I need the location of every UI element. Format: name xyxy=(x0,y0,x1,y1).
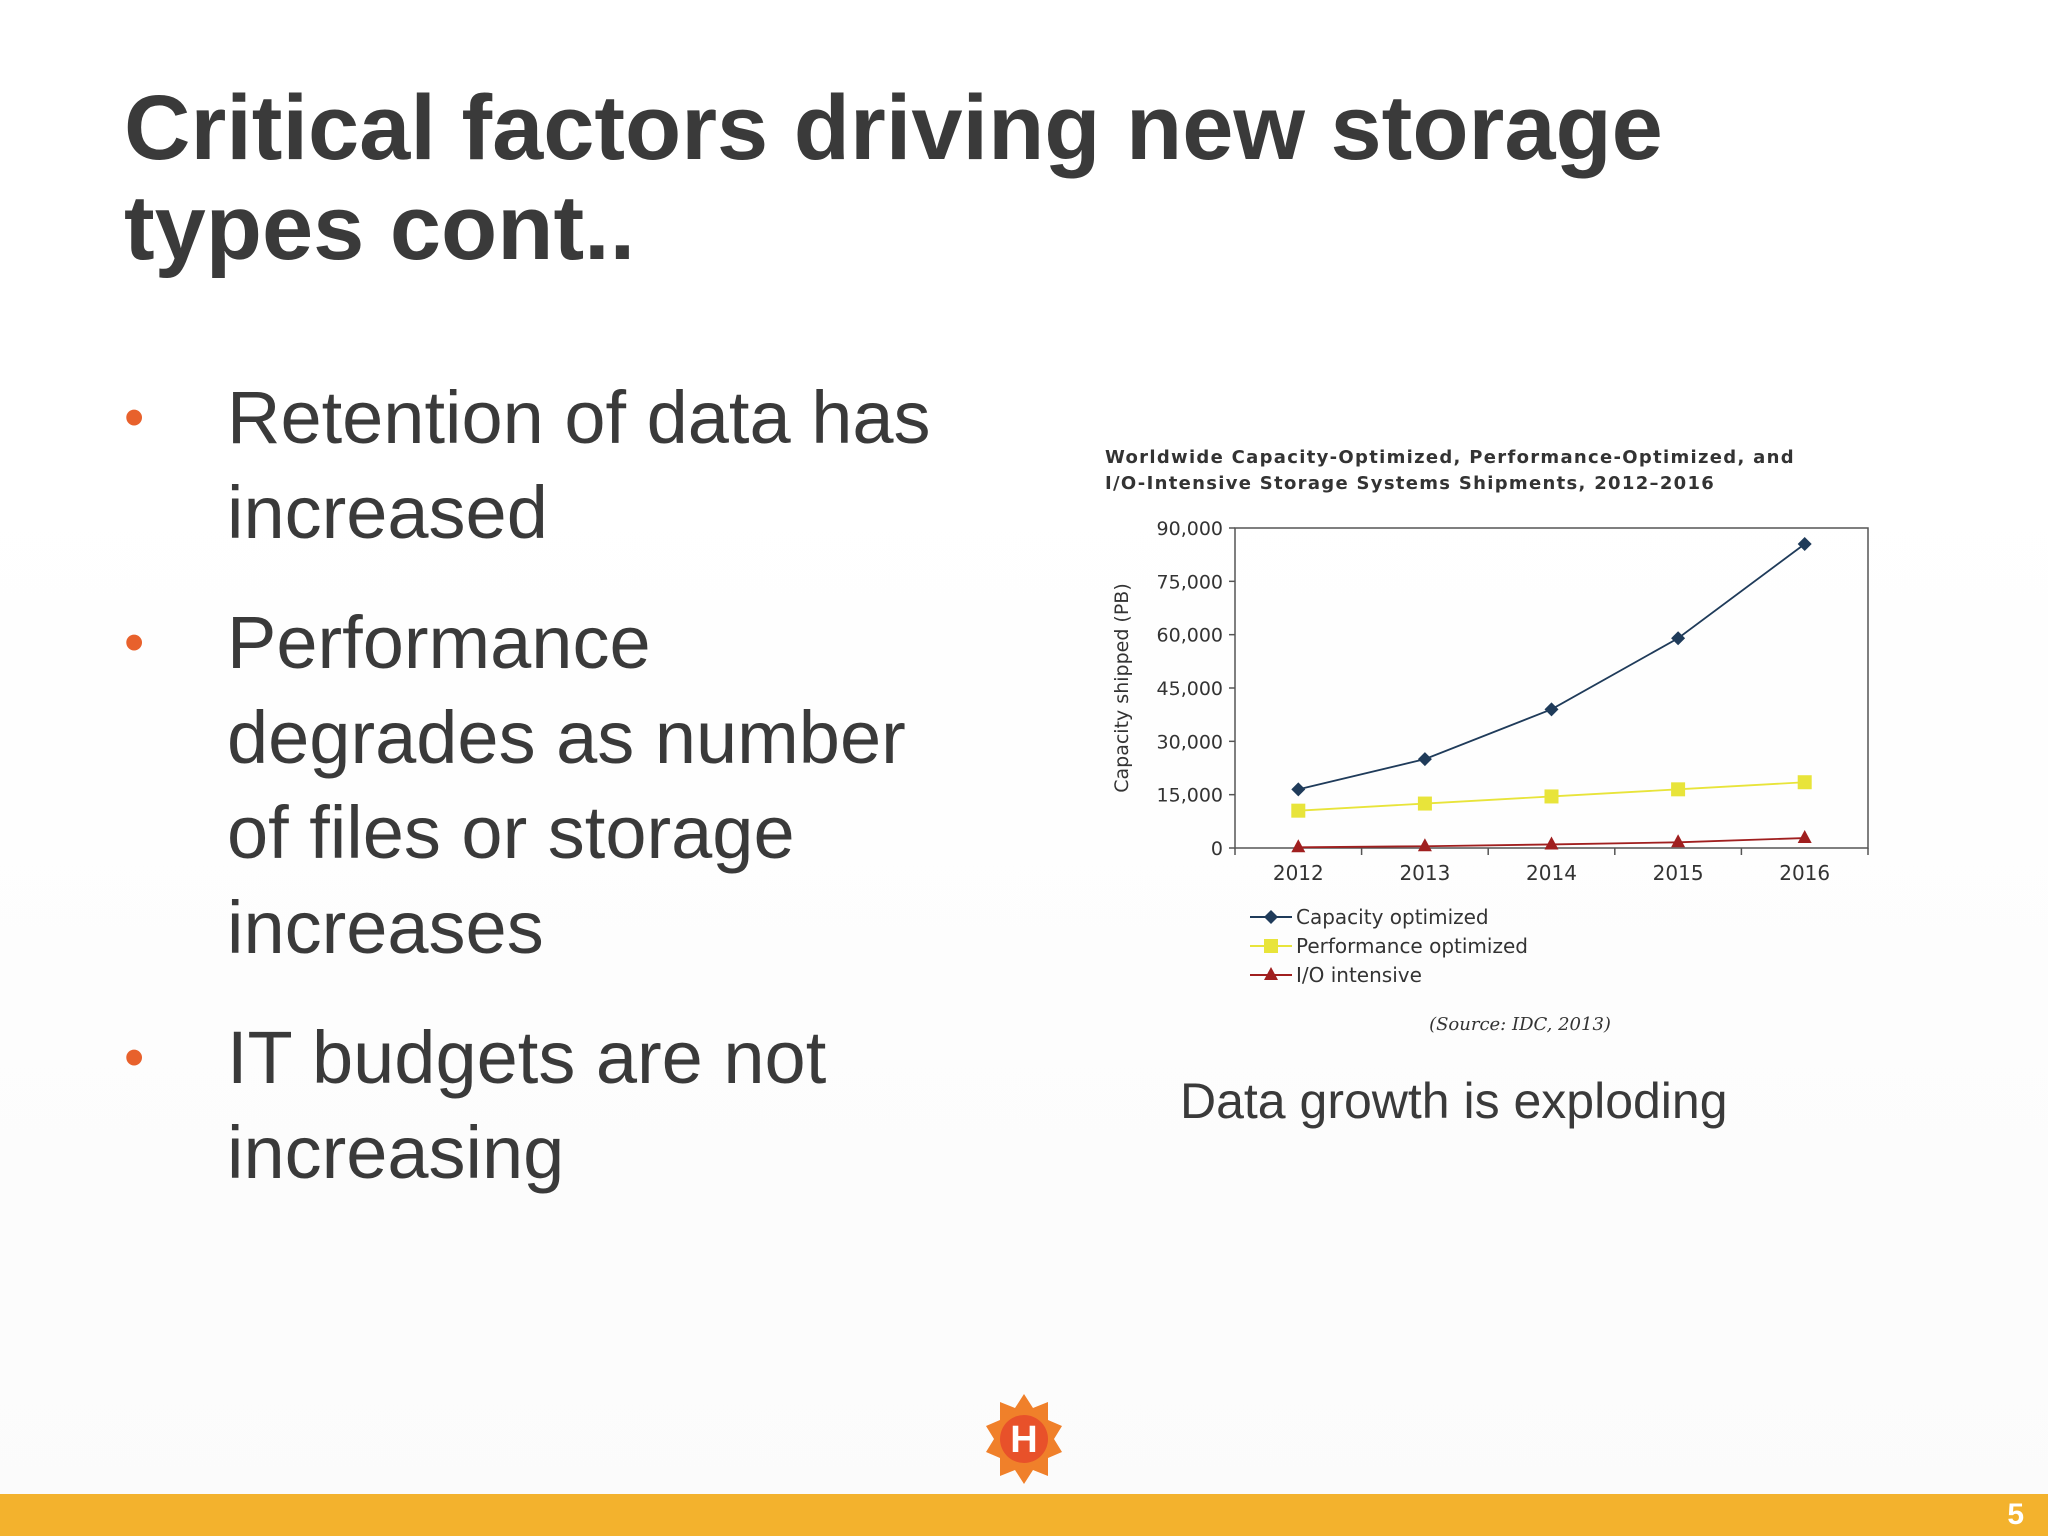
data-point xyxy=(1291,803,1306,818)
data-point xyxy=(1417,796,1432,811)
slide-title-line: Critical factors driving new storage xyxy=(124,77,1663,179)
x-tick-label: 2013 xyxy=(1399,861,1450,885)
y-axis-label: Capacity shipped (PB) xyxy=(1111,583,1133,793)
bullet-marker: • xyxy=(124,610,145,675)
data-point xyxy=(1797,537,1812,551)
data-point xyxy=(1797,775,1812,790)
logo-letter: H xyxy=(1010,1419,1037,1461)
data-point xyxy=(1417,752,1432,767)
bullet-text: IT budgets are not increasing xyxy=(227,1010,1024,1200)
y-tick-label: 90,000 xyxy=(1157,518,1223,540)
chart-title-line: Worldwide Capacity-Optimized, Performanc… xyxy=(1105,447,1795,468)
bullet-line: Performance xyxy=(227,601,651,684)
bullet-marker: • xyxy=(124,1025,145,1090)
logo-icon: H xyxy=(986,1394,1062,1484)
x-tick-label: 2012 xyxy=(1273,861,1324,885)
x-tick-label: 2014 xyxy=(1526,861,1577,885)
y-tick-label: 60,000 xyxy=(1157,625,1223,647)
data-point xyxy=(1671,631,1686,646)
legend-marker xyxy=(1264,910,1278,924)
bullet-list: • Retention of data has increased • Perf… xyxy=(124,370,1024,1235)
bullet-item: • IT budgets are not increasing xyxy=(124,1010,1024,1200)
data-point xyxy=(1671,834,1686,848)
data-point xyxy=(1417,838,1432,852)
y-tick-label: 0 xyxy=(1211,838,1223,860)
data-point xyxy=(1291,839,1306,853)
bullet-line: increased xyxy=(227,471,548,554)
footer-bar: 5 xyxy=(0,1494,2048,1536)
data-point xyxy=(1797,830,1812,844)
chart-caption: Data growth is exploding xyxy=(1180,1073,1728,1129)
bullet-item: • Retention of data has increased xyxy=(124,370,1024,560)
data-point xyxy=(1291,782,1306,797)
bullet-text: Performance degrades as number of files … xyxy=(227,595,1024,975)
series-line xyxy=(1298,543,1806,791)
x-tick-label: 2016 xyxy=(1779,861,1830,885)
bullet-line: increases xyxy=(227,886,544,969)
slide-title: Critical factors driving new storage typ… xyxy=(124,78,1944,278)
chart-source: (Source: IDC, 2013) xyxy=(1429,1014,1611,1035)
bullet-text: Retention of data has increased xyxy=(227,370,1024,560)
slide-title-line: types cont.. xyxy=(124,177,636,279)
bullet-item: • Performance degrades as number of file… xyxy=(124,595,1024,975)
chart-figure: Worldwide Capacity-Optimized, Performanc… xyxy=(1090,430,1880,1050)
data-point xyxy=(1544,702,1559,717)
legend-marker xyxy=(1264,967,1278,980)
bullet-line: IT budgets are not xyxy=(227,1016,827,1099)
y-tick-label: 75,000 xyxy=(1157,571,1223,593)
logo-inner-circle xyxy=(1000,1415,1048,1463)
data-point xyxy=(1671,782,1686,797)
bullet-line: of files or storage xyxy=(227,791,795,874)
data-point xyxy=(1544,789,1559,804)
legend-label: Performance optimized xyxy=(1296,934,1528,958)
page-number: 5 xyxy=(2007,1498,2024,1531)
x-tick-label: 2015 xyxy=(1653,861,1704,885)
legend-marker xyxy=(1264,939,1278,953)
y-tick-label: 45,000 xyxy=(1157,678,1223,700)
legend-label: Capacity optimized xyxy=(1296,905,1489,929)
bullet-marker: • xyxy=(124,385,145,450)
chart-title-line: I/O-Intensive Storage Systems Shipments,… xyxy=(1105,473,1715,494)
legend-label: I/O intensive xyxy=(1296,963,1422,987)
bullet-line: degrades as number xyxy=(227,696,906,779)
bullet-line: Retention of data has xyxy=(227,376,931,459)
bullet-line: increasing xyxy=(227,1111,565,1194)
data-point xyxy=(1544,836,1559,850)
line-chart: Worldwide Capacity-Optimized, Performanc… xyxy=(1105,447,1869,1035)
y-tick-label: 30,000 xyxy=(1157,731,1223,753)
y-tick-label: 15,000 xyxy=(1157,785,1223,807)
